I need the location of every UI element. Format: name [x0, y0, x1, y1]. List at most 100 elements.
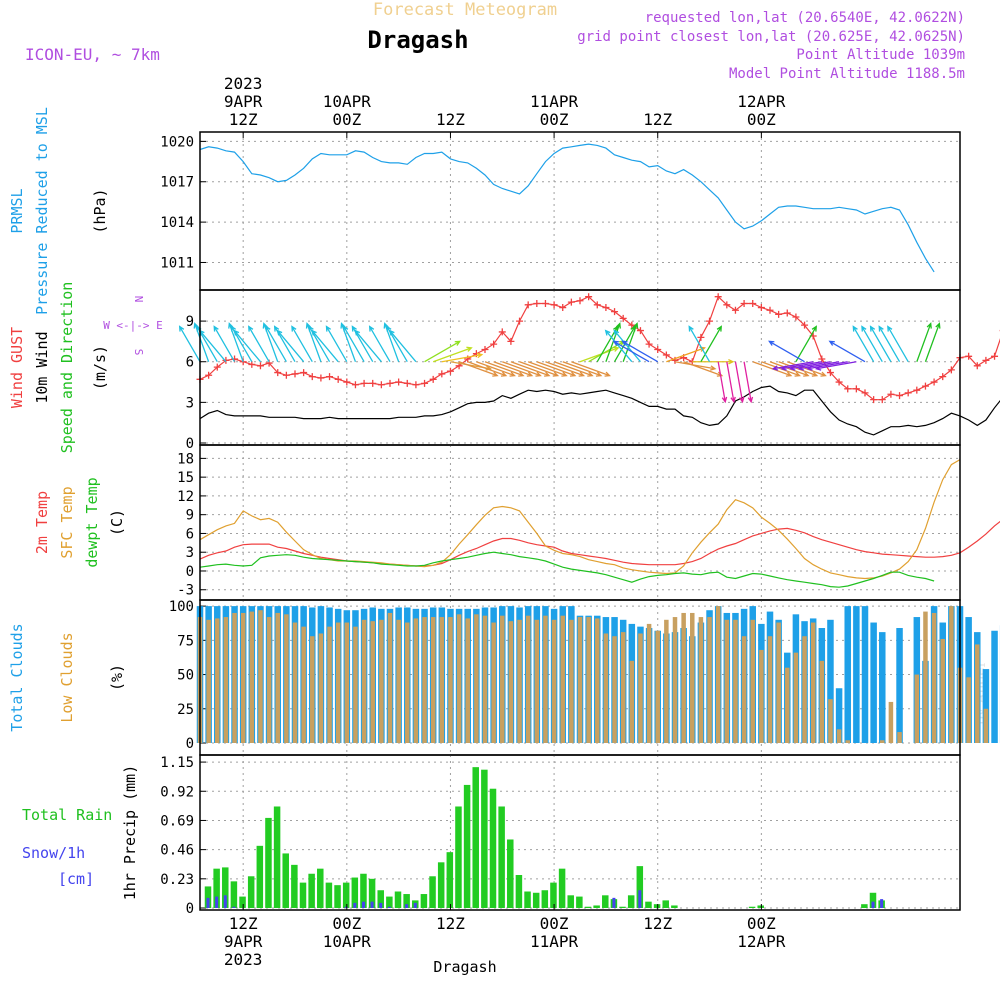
- plot-area: 1011 1014 1017 1020 PRMSL Pressure Reduced to…: [8, 74, 1000, 969]
- wind-arrow: [441, 352, 484, 363]
- wind-arrow: [248, 325, 270, 363]
- marker-gust: [801, 321, 809, 329]
- wind-arrow: [771, 361, 814, 371]
- marker-gust: [619, 314, 627, 322]
- marker-gust: [818, 355, 826, 363]
- bar-snow-1h: [361, 901, 365, 908]
- bar-low-clouds: [620, 632, 626, 743]
- wind-arrow: [198, 329, 227, 363]
- marker-gust: [628, 321, 636, 329]
- bar-low-clouds: [543, 615, 548, 743]
- footer-location: Dragash: [433, 958, 496, 976]
- time-label-bottom: 12Z: [229, 914, 258, 933]
- time-label-bottom: 12Z: [643, 914, 672, 933]
- bar-low-clouds: [396, 619, 401, 743]
- bar-low-clouds: [828, 699, 833, 743]
- bar-low-clouds: [914, 674, 920, 743]
- panel-frame: [199, 754, 961, 911]
- marker-gust: [213, 363, 221, 371]
- time-label-bottom: 00Z: [540, 914, 569, 933]
- wind-arrow: [519, 361, 560, 377]
- panel-precip: 0 0.23 0.46 0.69 0.92 1.15 Total Rain Snow/1h [c…: [22, 754, 961, 917]
- wind-arrow: [878, 325, 901, 363]
- bar-low-clouds: [353, 626, 358, 743]
- marker-gust: [308, 373, 316, 381]
- bar-low-clouds: [793, 652, 799, 743]
- time-label-top: 00Z: [747, 110, 776, 129]
- panel-label: 1hr Precip (mm): [121, 765, 139, 900]
- bar-low-clouds: [836, 729, 842, 743]
- bar-total-clouds: [991, 630, 998, 743]
- marker-gust: [326, 373, 334, 381]
- bar-low-clouds: [284, 614, 289, 743]
- time-label-top: 00Z: [332, 110, 361, 129]
- bar-total-rain: [671, 905, 678, 908]
- y-tick-label: 50: [177, 668, 194, 684]
- bar-snow-1h: [638, 890, 642, 908]
- bar-low-clouds: [301, 626, 306, 743]
- wind-arrow: [545, 361, 586, 377]
- model-altitude: Model Point Altitude 1188.5m: [729, 66, 965, 82]
- bar-low-clouds: [215, 618, 220, 743]
- marker-gust: [706, 317, 714, 325]
- wind-arrow: [780, 361, 822, 371]
- marker-gust: [248, 360, 256, 368]
- bar-total-rain: [239, 896, 246, 908]
- bar-total-rain: [360, 873, 367, 908]
- bar-total-clouds: [861, 606, 869, 743]
- bar-low-clouds: [500, 615, 505, 743]
- marker-gust: [585, 293, 593, 301]
- marker-gust: [343, 378, 351, 386]
- y-tick-label: 1020: [160, 134, 194, 150]
- bar-total-clouds: [870, 622, 877, 743]
- bar-total-rain: [861, 904, 868, 908]
- y-tick-label: 1.15: [160, 755, 194, 771]
- bar-low-clouds: [888, 701, 894, 743]
- bar-total-rain: [222, 867, 229, 908]
- bar-total-clouds: [879, 632, 886, 743]
- marker-gust: [446, 367, 454, 375]
- bar-total-rain: [299, 882, 307, 908]
- time-label-top: 11APR: [530, 92, 579, 111]
- bar-total-rain: [602, 895, 609, 908]
- bar-low-clouds: [361, 619, 367, 743]
- marker-gust: [749, 299, 757, 307]
- wind-arrow: [612, 340, 650, 363]
- wind-arrow: [424, 340, 462, 363]
- bar-total-clouds: [896, 628, 903, 743]
- bar-low-clouds: [759, 649, 764, 743]
- bar-snow-1h: [379, 902, 383, 908]
- bar-low-clouds: [560, 615, 565, 743]
- y-tick-label: 25: [177, 702, 194, 718]
- marker-gust: [982, 356, 990, 364]
- bar-low-clouds: [715, 606, 721, 743]
- bar-low-clouds: [819, 660, 825, 743]
- bar-total-rain: [524, 891, 531, 908]
- wind-arrow: [467, 361, 508, 377]
- bar-total-rain: [481, 769, 488, 908]
- bar-total-rain: [541, 890, 549, 908]
- marker-gust: [403, 379, 411, 387]
- bar-total-rain: [757, 905, 764, 908]
- panel-label: (%): [108, 664, 126, 691]
- panel-label: Wind GUST: [8, 327, 26, 408]
- bar-total-rain: [317, 868, 324, 908]
- panel-label: SFC Temp: [58, 486, 76, 558]
- marker-gust: [723, 301, 731, 309]
- bar-low-clouds: [456, 614, 462, 743]
- panel-label: Speed and Direction: [58, 282, 76, 454]
- marker-gust: [274, 369, 282, 377]
- bar-low-clouds: [491, 622, 496, 743]
- panel-label: 10m Wind: [33, 331, 51, 403]
- wind-arrow: [622, 322, 639, 362]
- wind-arrow: [553, 361, 594, 377]
- bar-low-clouds: [379, 619, 384, 743]
- bar-low-clouds: [517, 619, 522, 743]
- y-tick-label: 0.23: [160, 872, 194, 888]
- grid-point-coords: grid point closest lon,lat (20.625E, 42.…: [577, 29, 965, 45]
- bar-low-clouds: [672, 617, 678, 743]
- marker-gust: [947, 366, 955, 374]
- wind-arrow: [700, 325, 722, 363]
- bar-low-clouds: [785, 667, 790, 743]
